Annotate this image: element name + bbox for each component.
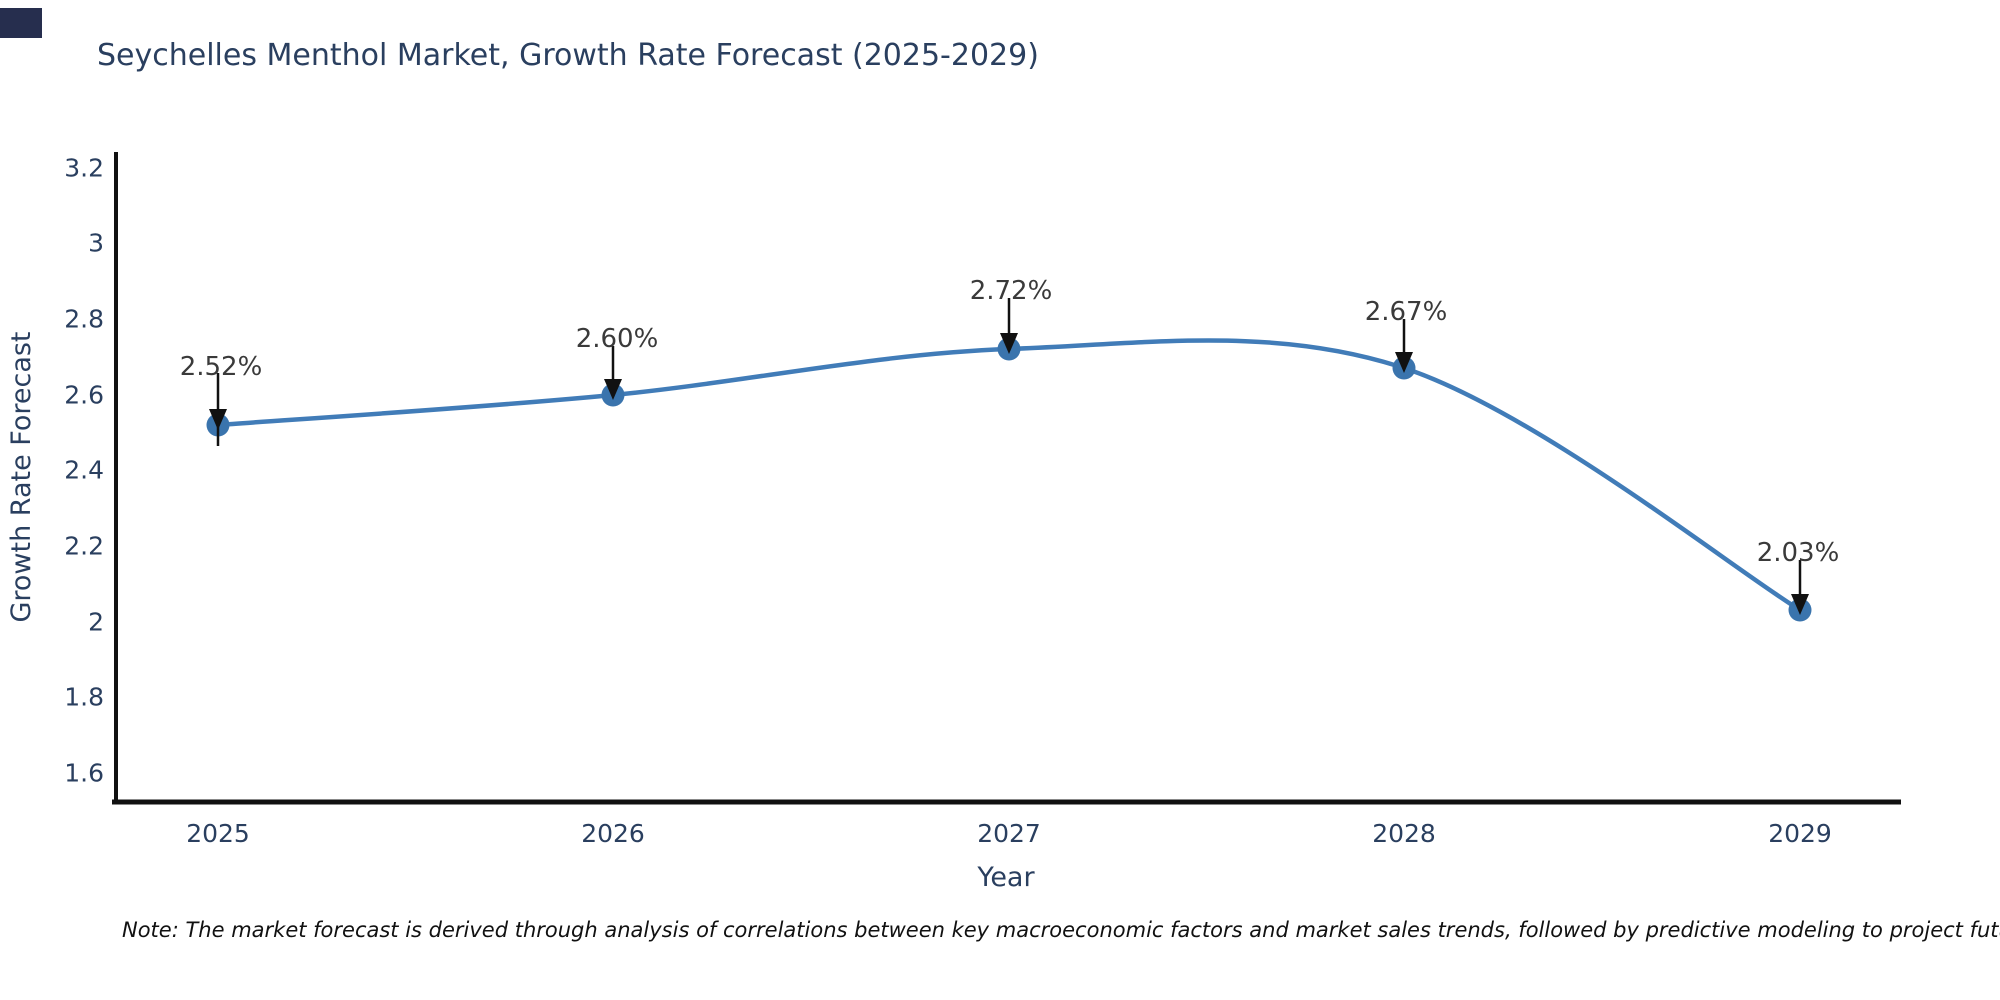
y-tick-label: 3: [88, 229, 104, 258]
y-tick-label: 1.8: [64, 683, 104, 712]
annotation-arrow: [1000, 298, 1018, 354]
x-tick-label: 2025: [186, 819, 250, 848]
annotation-arrow: [1791, 560, 1809, 615]
series-line: [215, 338, 1803, 613]
annotation-arrow: [1395, 319, 1413, 373]
annotation-label: 2.03%: [1757, 538, 1840, 568]
y-tick-label: 2.2: [64, 532, 104, 561]
y-tick-label: 2.6: [64, 381, 104, 410]
y-tick-label: 3.2: [64, 154, 104, 183]
y-axis-title: Growth Rate Forecast: [6, 331, 37, 622]
annotation-arrow: [209, 373, 227, 446]
y-tick-label: 2.4: [64, 456, 104, 485]
chart-title: Seychelles Menthol Market, Growth Rate F…: [97, 38, 1039, 73]
x-tick-label: 2029: [1768, 819, 1832, 848]
annotation-label: 2.60%: [576, 324, 659, 354]
x-tick-label: 2026: [581, 819, 645, 848]
y-tick-label: 2: [88, 608, 104, 637]
x-tick-label: 2027: [977, 819, 1041, 848]
y-tick-label: 2.8: [64, 305, 104, 334]
annotation-label: 2.52%: [180, 352, 263, 382]
annotation-label: 2.67%: [1365, 297, 1448, 327]
footnote: Note: The market forecast is derived thr…: [122, 918, 2000, 942]
annotation-label: 2.72%: [970, 276, 1053, 306]
corner-artifact: [0, 8, 42, 38]
x-tick-label: 2028: [1372, 819, 1436, 848]
y-tick-label: 1.6: [64, 759, 104, 788]
x-axis-title: Year: [976, 862, 1035, 893]
annotation-arrow: [604, 346, 622, 400]
